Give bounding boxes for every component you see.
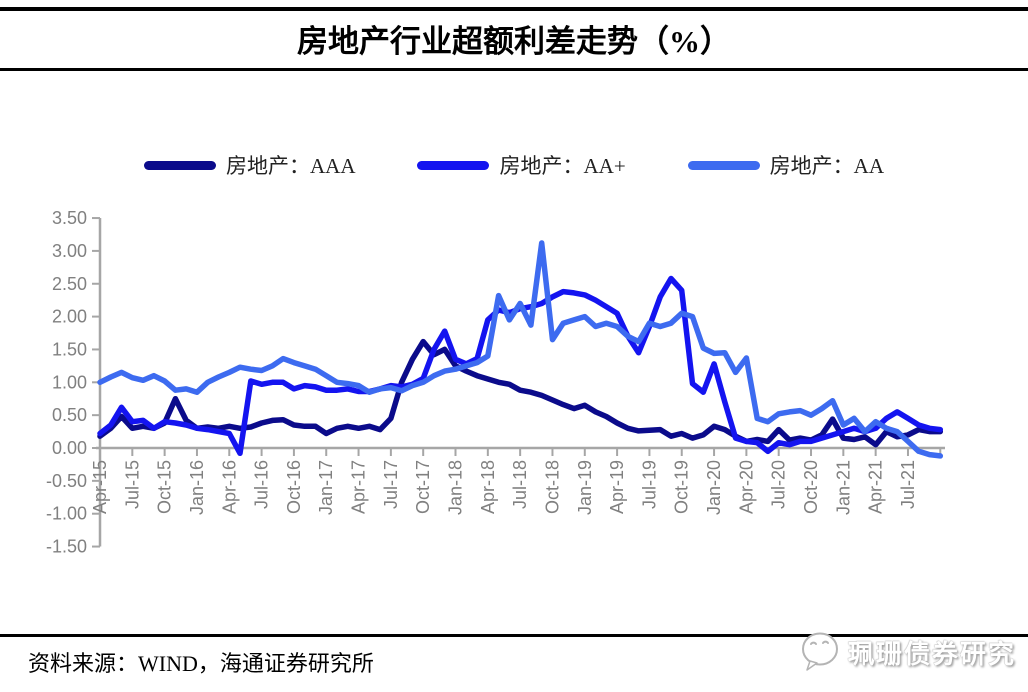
x-tick-label: Jan-17 (316, 460, 336, 515)
y-tick-label: 2.50 (52, 274, 87, 294)
y-tick-label: 2.00 (52, 307, 87, 327)
x-tick-label: Jul-19 (639, 460, 659, 509)
x-tick-label: Apr-19 (607, 460, 627, 514)
x-tick-label: Jul-21 (898, 460, 918, 509)
legend-item-1: 房地产：AA+ (417, 150, 626, 180)
x-tick-label: Oct-18 (542, 460, 562, 514)
x-tick-label: Apr-20 (736, 460, 756, 514)
x-tick-label: Apr-16 (219, 460, 239, 514)
y-tick-label: 0.50 (52, 405, 87, 425)
legend-label-0: 房地产：AAA (225, 154, 356, 178)
x-tick-label: Jan-19 (575, 460, 595, 515)
y-tick-label: -1.50 (46, 537, 87, 557)
source-note: 资料来源：WIND，海通证券研究所 (28, 651, 374, 676)
x-tick-label: Apr-15 (90, 460, 110, 514)
x-tick-label: Jul-16 (252, 460, 272, 509)
x-tick-label: Oct-15 (155, 460, 175, 514)
x-tick-label: Jul-20 (769, 460, 789, 509)
title-bottom-rule (0, 68, 1028, 71)
x-tick-label: Oct-20 (801, 460, 821, 514)
x-tick-label: Jan-16 (187, 460, 207, 515)
footer-rule (0, 634, 1028, 637)
title-top-rule (0, 7, 1028, 11)
y-tick-label: 3.50 (52, 208, 87, 228)
x-tick-label: Jul-15 (122, 460, 142, 509)
y-tick-label: 0.00 (52, 438, 87, 458)
legend-swatch-1 (417, 160, 490, 170)
series-line-0 (97, 338, 944, 448)
page-title: 房地产行业超额利差走势（%） (297, 24, 731, 59)
chart-area: 3.50 3.00 2.50 2.00 1.50 1.00 0.50 0.00 -0.50 -1.… (46, 208, 945, 557)
legend-item-2: 房地产：AA (687, 150, 885, 180)
watermark-text: 珮珊债券研究 (847, 639, 1016, 669)
legend-swatch-0 (143, 160, 216, 170)
y-tick-label: -0.50 (46, 471, 87, 491)
x-tick-label: Jul-17 (381, 460, 401, 509)
y-tick-label: 1.50 (52, 339, 87, 359)
chart-legend: 房地产：AAA 房地产：AA+ 房地产：AA (0, 150, 1028, 180)
y-tick-label: -1.00 (46, 504, 87, 524)
x-tick-label: Oct-17 (413, 460, 433, 514)
wechat-icon (801, 632, 838, 671)
x-tick-label: Oct-19 (672, 460, 692, 514)
x-tick-label: Apr-21 (866, 460, 886, 514)
series-line-2 (97, 240, 944, 459)
watermark: 珮珊债券研究 (800, 629, 1016, 675)
x-tick-label: Jan-20 (704, 460, 724, 515)
x-tick-label: Jul-18 (510, 460, 530, 509)
x-tick-label: Oct-16 (284, 460, 304, 514)
legend-item-0: 房地产：AAA (143, 150, 356, 180)
legend-label-1: 房地产：AA+ (499, 154, 626, 178)
x-tick-label: Apr-18 (478, 460, 498, 514)
y-tick-label: 1.00 (52, 372, 87, 392)
legend-label-2: 房地产：AA (769, 154, 885, 178)
legend-swatch-2 (687, 160, 760, 170)
x-tick-label: Jan-18 (446, 460, 466, 515)
x-tick-label: Jan-21 (833, 460, 853, 515)
x-tick-label: Apr-17 (349, 460, 369, 514)
y-tick-label: 3.00 (52, 241, 87, 261)
